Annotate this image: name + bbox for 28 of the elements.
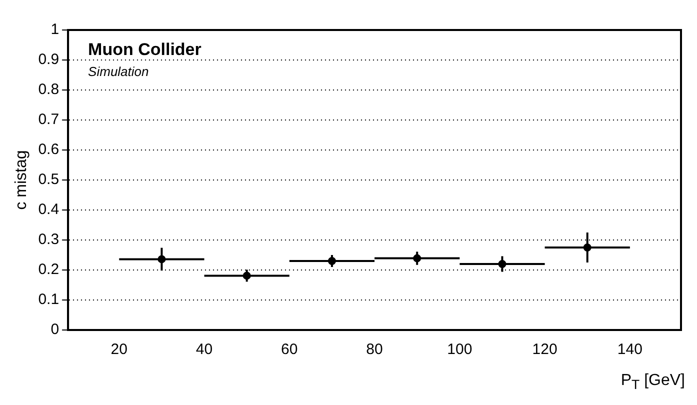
point <box>498 260 506 268</box>
point <box>583 244 592 252</box>
y-tick-label: 0.9 <box>38 51 60 68</box>
x-tick-label: 100 <box>447 341 472 358</box>
point <box>328 257 336 265</box>
annotation: Simulation <box>88 64 149 80</box>
x-tick-label: 40 <box>196 341 213 358</box>
x-tick-label: 20 <box>110 341 128 358</box>
y-tick-label: 0.7 <box>38 111 60 128</box>
y-tick-label: 0.2 <box>38 261 60 278</box>
y-tick-label: 0.5 <box>38 171 60 188</box>
point <box>242 272 251 280</box>
y-tick-label: 0.4 <box>38 201 60 218</box>
y-tick-label: 0.8 <box>38 81 60 98</box>
y-tick-label: 0.6 <box>38 141 60 158</box>
annotation: Muon Collider <box>88 40 202 60</box>
y-tick-label: 0.3 <box>38 231 60 248</box>
y-tick-label: 0 <box>50 321 60 338</box>
y-tick-label: 1 <box>50 21 60 38</box>
x-tick-label: 120 <box>532 341 558 358</box>
x-tick-label: 140 <box>617 341 642 358</box>
point <box>158 255 166 264</box>
y-axis-title: c mistag <box>13 150 30 210</box>
point <box>413 254 422 262</box>
y-tick-label: 0.1 <box>38 291 60 308</box>
x-tick-label: 80 <box>366 341 383 358</box>
x-axis-title: P$_{T}$ [GeV] <box>620 372 685 392</box>
x-tick-label: 60 <box>281 341 298 358</box>
